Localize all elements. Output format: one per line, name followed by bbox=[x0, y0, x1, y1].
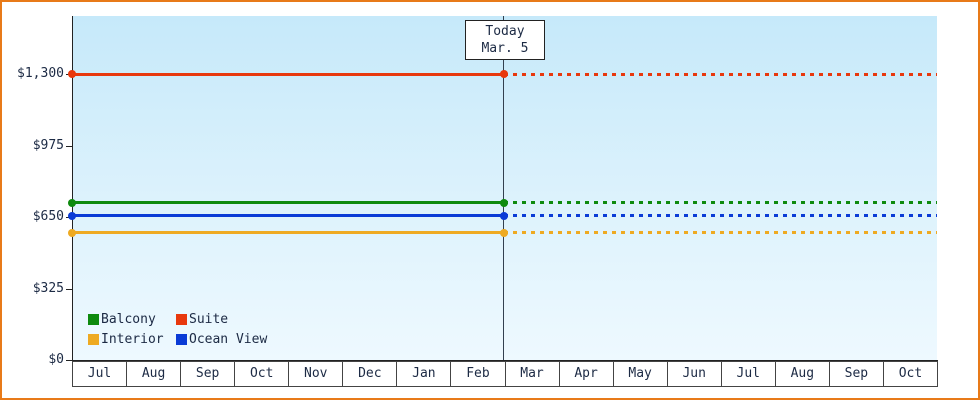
x-axis-month-box: Jul bbox=[72, 361, 128, 387]
legend-swatch bbox=[88, 314, 99, 325]
x-axis-month-box: Feb bbox=[450, 361, 506, 387]
plot-area bbox=[73, 16, 937, 360]
price-marker-today bbox=[499, 198, 508, 207]
legend-label: Interior bbox=[101, 332, 164, 347]
y-tick-label: $975 bbox=[32, 137, 64, 153]
x-axis-month-box: Nov bbox=[288, 361, 344, 387]
x-axis-month-box: Aug bbox=[126, 361, 182, 387]
y-axis-line bbox=[72, 16, 73, 361]
today-vertical-line bbox=[503, 16, 505, 360]
x-axis-month-box: May bbox=[612, 361, 668, 387]
price-line-solid-ocean-view bbox=[72, 214, 504, 218]
price-line-dotted-interior bbox=[503, 231, 937, 235]
y-tick-label: $0 bbox=[48, 352, 64, 367]
x-axis-month-box: Oct bbox=[882, 361, 938, 387]
legend: Balcony Suite Interior Ocean View bbox=[88, 312, 267, 347]
price-line-solid-interior bbox=[72, 231, 504, 235]
price-line-dotted-balcony bbox=[503, 201, 937, 205]
price-marker-today bbox=[499, 70, 508, 79]
legend-swatch bbox=[176, 314, 187, 325]
legend-swatch bbox=[176, 334, 187, 345]
x-axis-month-box: Jun bbox=[666, 361, 722, 387]
price-marker-start bbox=[68, 211, 76, 220]
price-marker-today bbox=[499, 211, 508, 220]
legend-swatch bbox=[88, 334, 99, 345]
x-axis-month-box: Aug bbox=[774, 361, 830, 387]
price-marker-start bbox=[68, 228, 76, 237]
x-axis-month-box: Apr bbox=[558, 361, 614, 387]
y-tick-label: $325 bbox=[32, 280, 64, 296]
price-marker-today bbox=[499, 228, 508, 237]
today-label-line2: Mar. 5 bbox=[481, 41, 529, 56]
x-axis-month-box: Mar bbox=[504, 361, 560, 387]
y-tick-label: $650 bbox=[32, 209, 64, 224]
price-line-dotted-suite bbox=[503, 72, 937, 76]
y-tick-mark bbox=[66, 360, 72, 361]
legend-item: Ocean View bbox=[176, 332, 267, 347]
legend-label: Ocean View bbox=[189, 332, 268, 347]
x-axis-month-box: Sep bbox=[828, 361, 884, 387]
legend-item: Suite bbox=[176, 312, 267, 327]
price-marker-start bbox=[68, 70, 76, 79]
y-tick-label: $1,300 bbox=[17, 66, 64, 81]
x-axis-month-box: Oct bbox=[234, 361, 290, 387]
price-marker-start bbox=[68, 198, 76, 207]
legend-item: Balcony bbox=[88, 312, 176, 327]
today-label-box: Today Mar. 5 bbox=[464, 20, 545, 60]
price-line-solid-balcony bbox=[72, 201, 504, 205]
legend-label: Suite bbox=[189, 312, 229, 327]
y-tick-mark bbox=[66, 145, 72, 147]
y-tick-mark bbox=[66, 288, 72, 290]
x-axis-line bbox=[72, 360, 938, 361]
x-axis-month-box: Sep bbox=[180, 361, 236, 387]
price-line-dotted-ocean-view bbox=[503, 214, 937, 218]
x-axis-month-box: Jul bbox=[720, 361, 776, 387]
x-axis-month-box: Dec bbox=[342, 361, 398, 387]
legend-label: Balcony bbox=[101, 312, 156, 327]
price-line-solid-suite bbox=[72, 72, 504, 76]
x-axis-month-box: Jan bbox=[396, 361, 452, 387]
legend-item: Interior bbox=[88, 332, 176, 347]
today-label-line1: Today bbox=[485, 24, 525, 39]
